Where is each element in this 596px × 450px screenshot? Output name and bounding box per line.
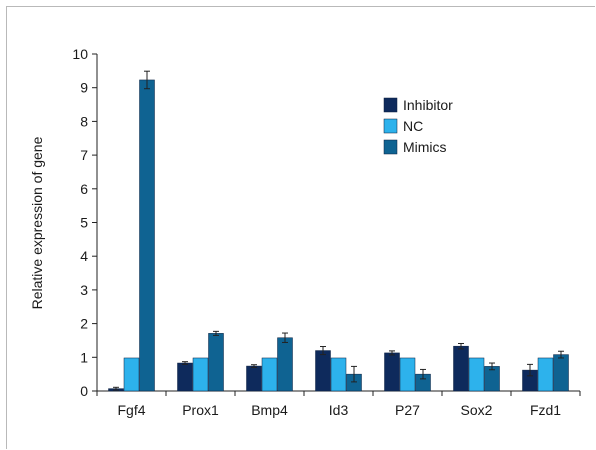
x-tick-label: Prox1 [182, 402, 219, 418]
y-tick-label: 7 [80, 147, 88, 163]
legend-swatch [383, 139, 398, 155]
bar [246, 365, 262, 392]
bar [537, 357, 554, 392]
x-tick-label: Fzd1 [530, 402, 561, 418]
y-tick-label: 9 [80, 80, 88, 96]
x-tick-label: Sox2 [461, 402, 493, 418]
legend-swatch [383, 97, 398, 113]
bar [277, 337, 293, 392]
y-tick-label: 2 [80, 316, 88, 332]
y-tick-label: 5 [80, 215, 88, 231]
bar [177, 362, 193, 392]
y-tick-label: 1 [80, 349, 88, 365]
x-axis: Fgf4 Prox1 Bmp4 Id3 P27 Sox2 Fzd1 [96, 390, 581, 418]
bar [139, 79, 155, 392]
legend-label: NC [403, 118, 423, 134]
bar [192, 357, 209, 392]
x-tick-label: Id3 [329, 402, 349, 418]
bar [123, 357, 140, 392]
bar [399, 357, 416, 392]
y-tick-label: 3 [80, 282, 88, 298]
bar [468, 357, 485, 392]
x-tick-label: P27 [395, 402, 420, 418]
y-axis-title: Relative expression of gene [29, 136, 45, 309]
bar [553, 354, 569, 392]
legend-label: Mimics [403, 139, 447, 155]
chart-frame [6, 6, 595, 449]
bar [453, 345, 469, 392]
bar [315, 350, 331, 392]
bar [330, 357, 347, 392]
bar [261, 357, 278, 392]
legend: Inhibitor NC Mimics [383, 97, 453, 155]
y-axis: 0 1 2 3 4 5 6 7 8 9 10 [72, 46, 98, 399]
legend-label: Inhibitor [403, 97, 453, 113]
bar [208, 333, 224, 392]
bar [384, 352, 400, 392]
y-tick-label: 10 [72, 46, 88, 62]
y-tick-label: 0 [80, 383, 88, 399]
y-tick-label: 8 [80, 113, 88, 129]
x-tick-label: Bmp4 [251, 402, 288, 418]
legend-swatch [383, 118, 398, 134]
x-tick-label: Fgf4 [117, 402, 145, 418]
bars [108, 70, 569, 392]
y-tick-label: 6 [80, 181, 88, 197]
y-tick-label: 4 [80, 248, 88, 264]
